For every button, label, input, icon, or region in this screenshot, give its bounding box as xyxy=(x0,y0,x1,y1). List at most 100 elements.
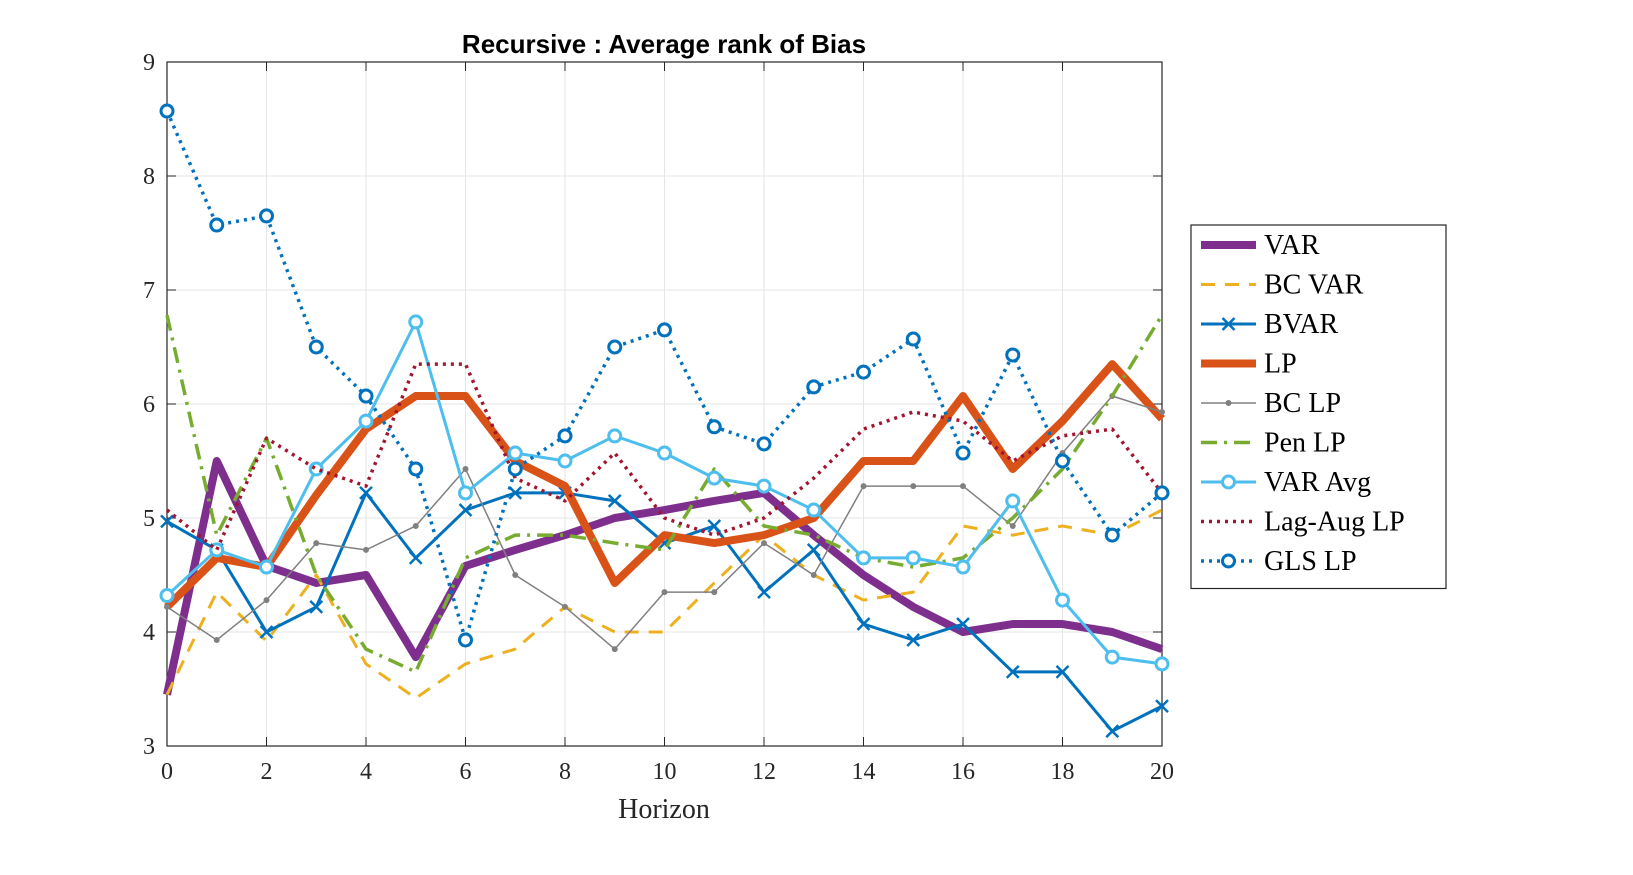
chart-title: Recursive : Average rank of Bias xyxy=(462,29,866,59)
series-line-lp xyxy=(164,360,1165,610)
legend-marker xyxy=(1225,400,1232,406)
series-bc-lp xyxy=(164,393,1165,653)
data-point-gls-lp xyxy=(159,103,175,119)
legend-item-pen-lp: Pen LP xyxy=(1201,428,1346,459)
data-point-bc-lp xyxy=(213,636,220,643)
legend-item-gls-lp: GLS LP xyxy=(1201,546,1357,577)
data-point-var-avg xyxy=(1104,649,1120,665)
legend-item-bvar: BVAR xyxy=(1201,309,1339,340)
data-point-bvar xyxy=(309,600,324,614)
data-point-gls-lp xyxy=(607,339,623,355)
legend-marker xyxy=(1221,553,1236,569)
data-point-gls-lp xyxy=(806,379,822,395)
data-point-bc-lp xyxy=(910,483,917,490)
data-point-bc-lp xyxy=(512,572,519,578)
data-point-var-avg xyxy=(657,445,672,461)
series-var xyxy=(163,457,1164,696)
series-bc-var xyxy=(165,508,1163,700)
data-point-var-avg xyxy=(1154,656,1170,672)
data-point-gls-lp xyxy=(408,461,424,477)
data-point-bc-lp xyxy=(810,572,817,578)
data-point-gls-lp xyxy=(905,331,921,347)
x-tick-label: 20 xyxy=(1150,759,1174,785)
data-point-bvar xyxy=(707,519,722,533)
data-point-bvar xyxy=(1105,724,1120,739)
data-point-var-avg xyxy=(159,588,175,604)
y-tick-label: 8 xyxy=(143,164,155,190)
legend-label: Lag-Aug LP xyxy=(1264,507,1405,538)
legend-item-lag-aug-lp: Lag-Aug LP xyxy=(1201,507,1405,538)
data-point-bc-lp xyxy=(761,540,767,547)
x-tick-label: 12 xyxy=(752,759,776,785)
series-layer xyxy=(159,103,1170,739)
legend-label: BVAR xyxy=(1264,309,1339,340)
series-line-lag-aug-lp xyxy=(165,362,1164,552)
x-tick-label: 6 xyxy=(460,759,472,785)
legend-item-var-avg: VAR Avg xyxy=(1201,467,1371,498)
data-point-bvar xyxy=(806,543,821,557)
x-tick-label: 16 xyxy=(951,759,975,785)
data-point-bvar xyxy=(906,633,921,647)
series-line-pen-lp xyxy=(165,314,1164,674)
data-point-var-avg xyxy=(358,413,374,429)
data-point-bc-lp xyxy=(562,603,568,610)
data-point-var-avg xyxy=(507,445,523,461)
series-pen-lp xyxy=(165,314,1164,674)
data-point-gls-lp xyxy=(706,419,722,435)
series-var-avg xyxy=(159,314,1170,672)
legend-item-bc-lp: BC LP xyxy=(1201,388,1341,419)
series-line-gls-lp xyxy=(165,110,1164,642)
data-point-gls-lp xyxy=(1055,453,1070,469)
data-point-gls-lp xyxy=(955,445,971,461)
data-point-bvar xyxy=(160,514,174,529)
data-point-bvar xyxy=(359,486,373,500)
data-point-bc-lp xyxy=(960,483,966,490)
data-point-gls-lp xyxy=(756,436,772,452)
data-point-var-avg xyxy=(905,550,921,566)
data-point-gls-lp xyxy=(856,364,871,380)
y-tick-label: 9 xyxy=(143,50,155,76)
y-tick-label: 3 xyxy=(143,734,155,760)
data-point-gls-lp xyxy=(458,632,473,648)
series-line-bc-var xyxy=(165,508,1163,700)
legend-label: Pen LP xyxy=(1264,428,1346,459)
data-point-bc-lp xyxy=(711,589,718,596)
x-tick-label: 8 xyxy=(559,759,571,785)
data-point-bc-lp xyxy=(363,546,369,553)
data-point-bvar xyxy=(757,585,771,599)
data-point-gls-lp xyxy=(1104,527,1120,543)
data-point-bvar xyxy=(458,503,473,517)
data-point-bc-lp xyxy=(164,603,170,610)
x-tick-label: 14 xyxy=(852,759,876,785)
data-point-bc-lp xyxy=(313,540,320,547)
legend-item-lp: LP xyxy=(1201,349,1297,380)
data-point-var-avg xyxy=(856,550,871,566)
legend-label: BC LP xyxy=(1264,388,1341,419)
axis-ticks: 0 2 4 6 8 10 12 14 16 18 20 3 4 5 6 7 8 9 xyxy=(143,50,1174,785)
data-point-bc-lp xyxy=(462,465,469,472)
legend-label: BC VAR xyxy=(1264,270,1364,301)
data-point-gls-lp xyxy=(308,339,324,355)
grid xyxy=(166,61,1163,747)
data-point-bvar xyxy=(956,617,970,631)
data-point-bvar xyxy=(607,494,622,508)
data-point-var-avg xyxy=(1055,592,1070,608)
data-point-var-avg xyxy=(408,314,424,330)
data-point-gls-lp xyxy=(358,388,374,404)
data-point-bc-lp xyxy=(661,589,668,596)
legend-item-bc-var: BC VAR xyxy=(1201,270,1364,301)
x-axis-label: Horizon xyxy=(618,794,710,825)
data-point-var-avg xyxy=(209,542,225,558)
data-point-var-avg xyxy=(557,453,573,469)
y-tick-label: 4 xyxy=(143,620,155,646)
data-point-var-avg xyxy=(458,485,473,501)
data-point-gls-lp xyxy=(209,217,225,233)
y-tick-label: 7 xyxy=(143,278,155,304)
data-point-bc-lp xyxy=(263,597,270,604)
series-line-var xyxy=(163,457,1164,696)
x-tick-label: 4 xyxy=(360,759,372,785)
data-point-var-avg xyxy=(706,470,722,486)
data-point-var-avg xyxy=(955,559,971,575)
data-point-gls-lp xyxy=(1154,485,1170,501)
x-tick-label: 10 xyxy=(653,759,677,785)
